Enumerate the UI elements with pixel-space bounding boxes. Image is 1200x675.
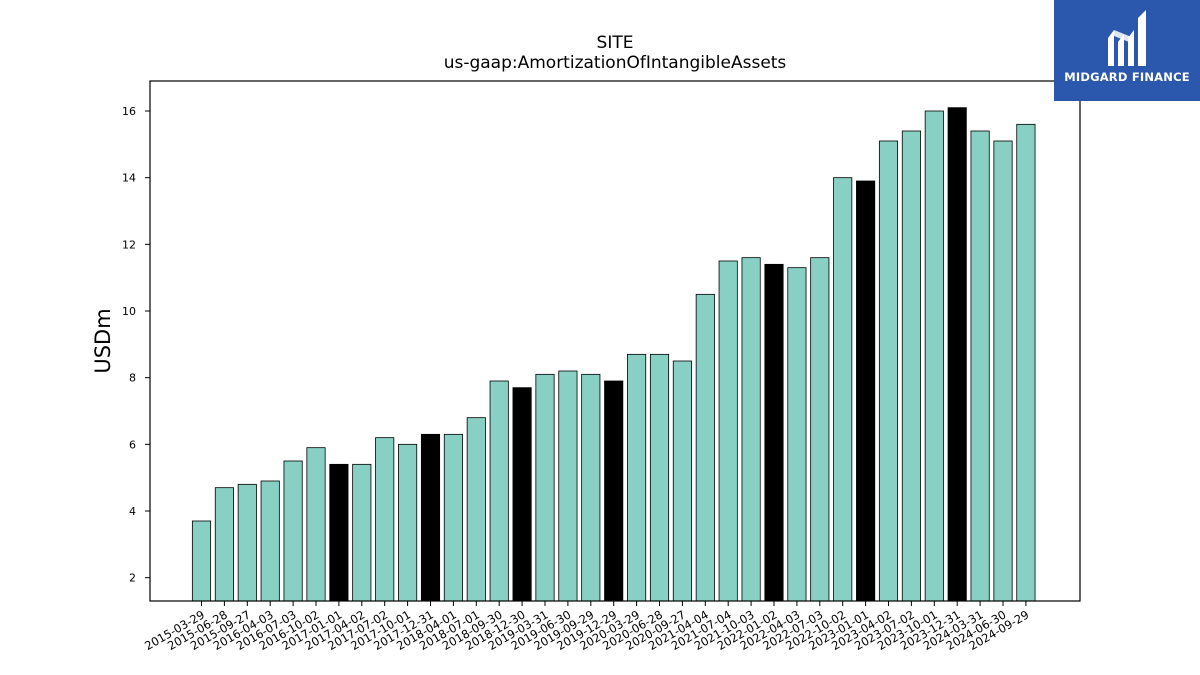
bar-2019-03-31 bbox=[535, 373, 555, 602]
y-tick-label: 2 bbox=[129, 572, 136, 585]
bar-2015-06-28 bbox=[214, 487, 234, 602]
bar-2020-06-28 bbox=[649, 353, 670, 602]
bar-2021-04-04 bbox=[695, 293, 715, 602]
y-tick-label: 14 bbox=[122, 172, 136, 185]
bar-2017-01-01 bbox=[329, 463, 349, 602]
y-tick-label: 16 bbox=[122, 105, 136, 118]
bar-2020-03-29 bbox=[627, 353, 647, 602]
bar-2018-12-30 bbox=[512, 387, 532, 602]
chart-title: SITE bbox=[597, 33, 634, 53]
bar-2018-07-01 bbox=[466, 417, 486, 602]
bar-2019-09-29 bbox=[581, 373, 601, 602]
bar-2024-03-31 bbox=[970, 130, 990, 602]
plot-frame bbox=[149, 80, 1081, 602]
bar-2015-03-29 bbox=[191, 520, 212, 602]
bar-2016-10-02 bbox=[306, 447, 326, 602]
bar-2021-10-03 bbox=[741, 257, 761, 602]
y-axis-ticks: 2 4 6 8 10 12 14 16 bbox=[122, 105, 150, 585]
bar-2019-12-29 bbox=[604, 380, 624, 602]
bar-2017-04-02 bbox=[352, 463, 372, 602]
bar-2023-10-01 bbox=[924, 110, 944, 602]
bar-2016-07-03 bbox=[283, 460, 303, 602]
y-axis-label: USDm bbox=[91, 308, 115, 373]
bar-2024-09-29 bbox=[1016, 123, 1036, 602]
bar-2022-07-03 bbox=[810, 257, 830, 602]
y-tick-label: 6 bbox=[129, 438, 136, 451]
bar-2022-10-02 bbox=[833, 177, 853, 602]
bar-2023-12-31 bbox=[947, 107, 967, 602]
bar-2024-06-30 bbox=[993, 140, 1013, 602]
bar-2017-07-02 bbox=[375, 437, 395, 602]
y-tick-label: 4 bbox=[129, 505, 136, 518]
bar-2023-01-01 bbox=[856, 180, 876, 602]
bar-2018-04-01 bbox=[443, 433, 463, 602]
bar-2022-01-02 bbox=[764, 263, 784, 602]
bar-2016-04-03 bbox=[260, 480, 280, 602]
bar-2018-09-30 bbox=[489, 380, 509, 602]
bar-2020-09-27 bbox=[672, 360, 692, 602]
logo-text: MIDGARD FINANCE bbox=[1064, 70, 1190, 84]
midgard-logo-icon bbox=[1108, 10, 1146, 66]
bar-2022-04-03 bbox=[787, 267, 807, 602]
bar-2015-09-27 bbox=[237, 483, 257, 602]
x-axis-ticks: 2015-03-292015-06-282015-09-272016-04-03… bbox=[142, 601, 1031, 653]
bar-2017-12-31 bbox=[420, 433, 441, 602]
y-tick-label: 12 bbox=[122, 238, 136, 251]
bars-group bbox=[191, 107, 1036, 602]
brand-logo: MIDGARD FINANCE bbox=[1054, 0, 1200, 101]
bar-2023-07-02 bbox=[901, 130, 921, 602]
y-tick-label: 10 bbox=[122, 305, 136, 318]
chart-subtitle: us-gaap:AmortizationOfIntangibleAssets bbox=[444, 53, 787, 73]
y-tick-label: 8 bbox=[129, 372, 136, 385]
bar-2019-06-30 bbox=[558, 370, 578, 602]
bar-2021-07-04 bbox=[718, 260, 738, 602]
bar-2017-10-01 bbox=[398, 443, 418, 602]
bar-2023-04-02 bbox=[878, 140, 899, 602]
